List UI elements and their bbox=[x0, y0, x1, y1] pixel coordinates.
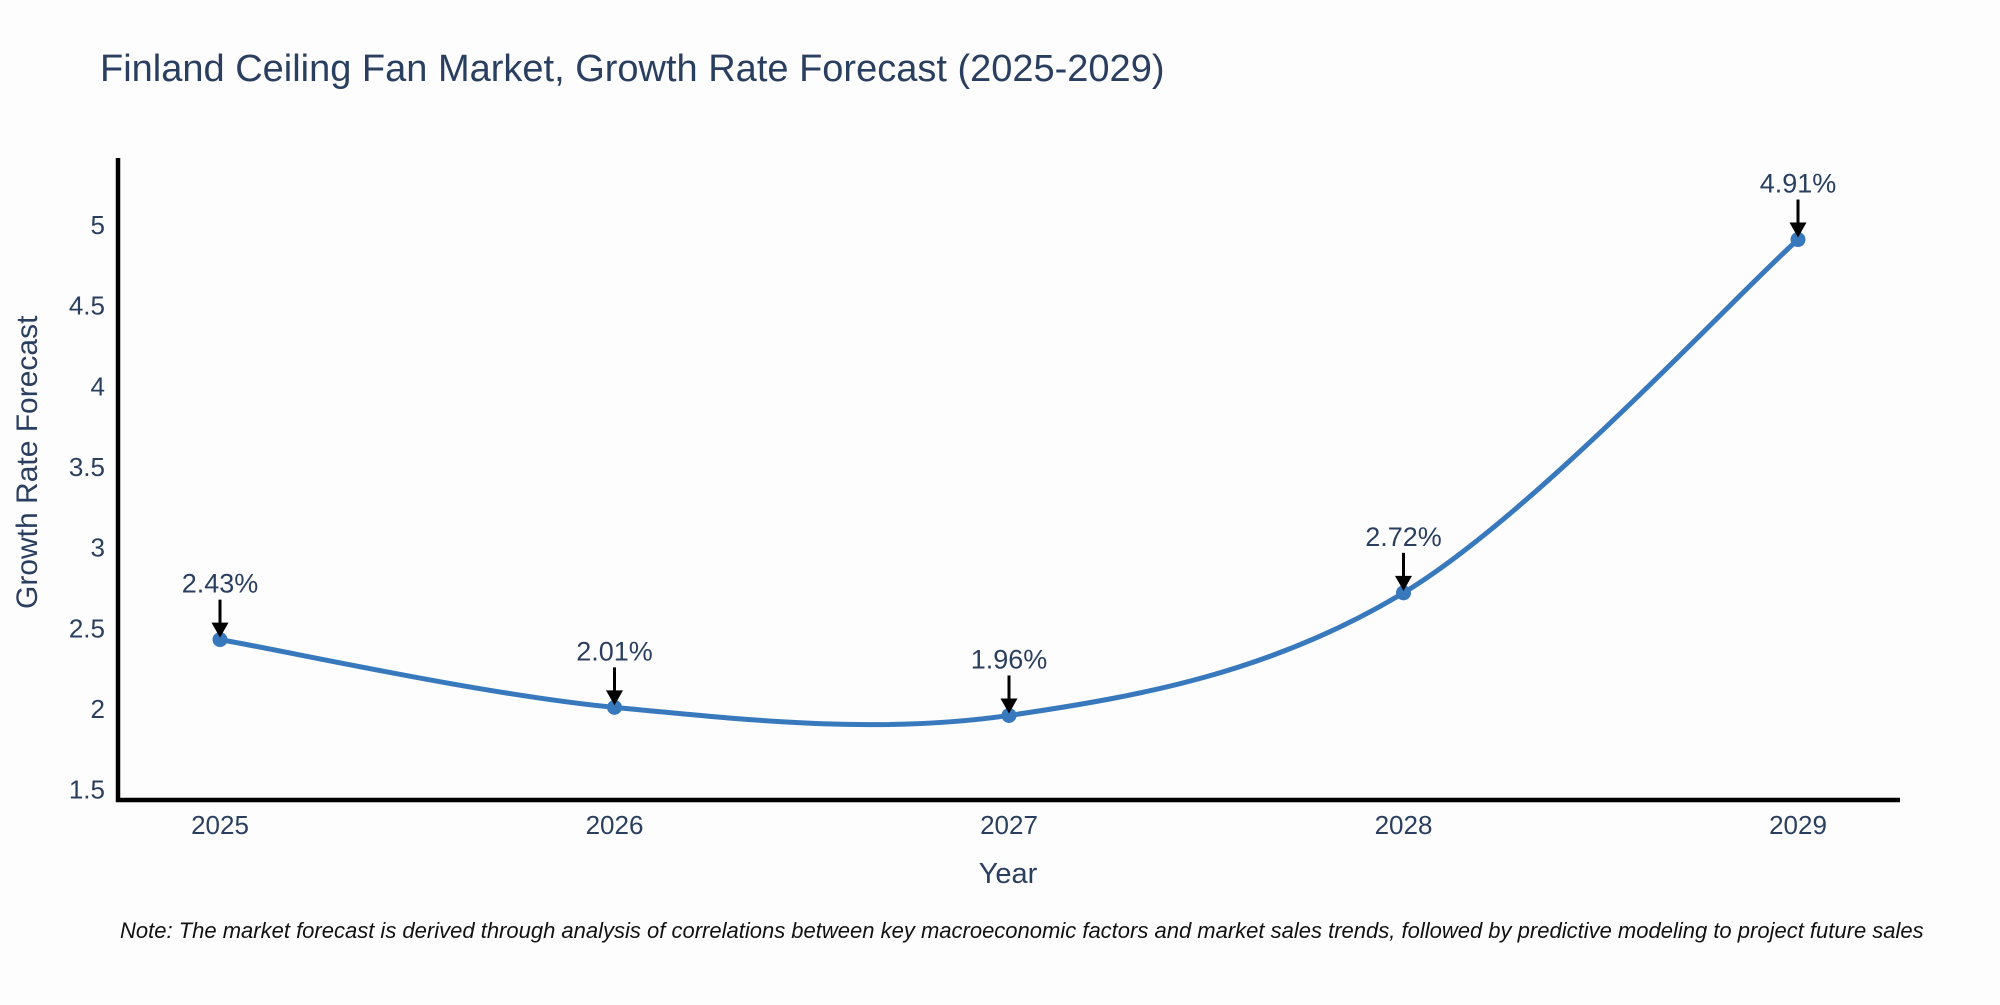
annotation-label: 1.96% bbox=[971, 644, 1048, 674]
axes bbox=[115, 158, 1900, 803]
annotation-2028: 2.72% bbox=[1365, 522, 1442, 591]
series-line bbox=[219, 237, 1800, 728]
data-point-2028[interactable] bbox=[1396, 585, 1411, 601]
data-point-2029[interactable] bbox=[1790, 232, 1806, 248]
x-tick-label: 2029 bbox=[1769, 810, 1827, 840]
annotation-arrowhead-icon bbox=[211, 622, 229, 638]
y-tick-label: 3 bbox=[91, 533, 105, 563]
point-annotations: 2.43% 2.01% 1.96% 2.72% 4.91% bbox=[182, 169, 1837, 714]
annotation-label: 2.01% bbox=[576, 636, 653, 666]
annotation-2026: 2.01% bbox=[576, 636, 653, 706]
y-axis-title: Growth Rate Forecast bbox=[11, 315, 44, 609]
data-point-2025[interactable] bbox=[212, 632, 228, 648]
x-axis-title: Year bbox=[978, 858, 1038, 890]
footnote: Note: The market forecast is derived thr… bbox=[120, 918, 1924, 943]
annotation-arrowhead-icon bbox=[1395, 575, 1412, 591]
annotation-arrowhead-icon bbox=[1000, 698, 1018, 714]
data-point-2026[interactable] bbox=[607, 699, 622, 715]
y-tick-label: 4.5 bbox=[69, 291, 105, 321]
y-tick-label: 4 bbox=[91, 371, 105, 401]
annotation-2025: 2.43% bbox=[182, 569, 259, 638]
chart-title: Finland Ceiling Fan Market, Growth Rate … bbox=[100, 48, 1165, 90]
x-tick-label: 2025 bbox=[191, 810, 249, 840]
x-tick-label: 2026 bbox=[586, 810, 644, 840]
annotation-2029: 4.91% bbox=[1760, 169, 1837, 238]
x-tick-label: 2027 bbox=[980, 810, 1038, 840]
y-tick-label: 2.5 bbox=[69, 613, 105, 643]
annotation-label: 2.72% bbox=[1365, 522, 1442, 552]
tick-labels: 1.5 2 2.5 3 3.5 4 4.5 5 2025 2026 2027 2028 2029 bbox=[69, 210, 1827, 840]
y-tick-label: 5 bbox=[91, 210, 105, 240]
annotation-arrowhead-icon bbox=[1789, 222, 1807, 238]
line-series bbox=[212, 232, 1806, 728]
y-tick-label: 2 bbox=[91, 694, 105, 724]
y-tick-label: 1.5 bbox=[69, 775, 105, 805]
annotation-arrowhead-icon bbox=[606, 690, 623, 706]
annotation-label: 2.43% bbox=[182, 569, 259, 599]
data-point-2027[interactable] bbox=[1001, 707, 1017, 723]
x-tick-label: 2028 bbox=[1375, 810, 1433, 840]
y-tick-label: 3.5 bbox=[69, 452, 105, 482]
annotation-2027: 1.96% bbox=[971, 644, 1048, 714]
annotation-label: 4.91% bbox=[1760, 169, 1837, 199]
